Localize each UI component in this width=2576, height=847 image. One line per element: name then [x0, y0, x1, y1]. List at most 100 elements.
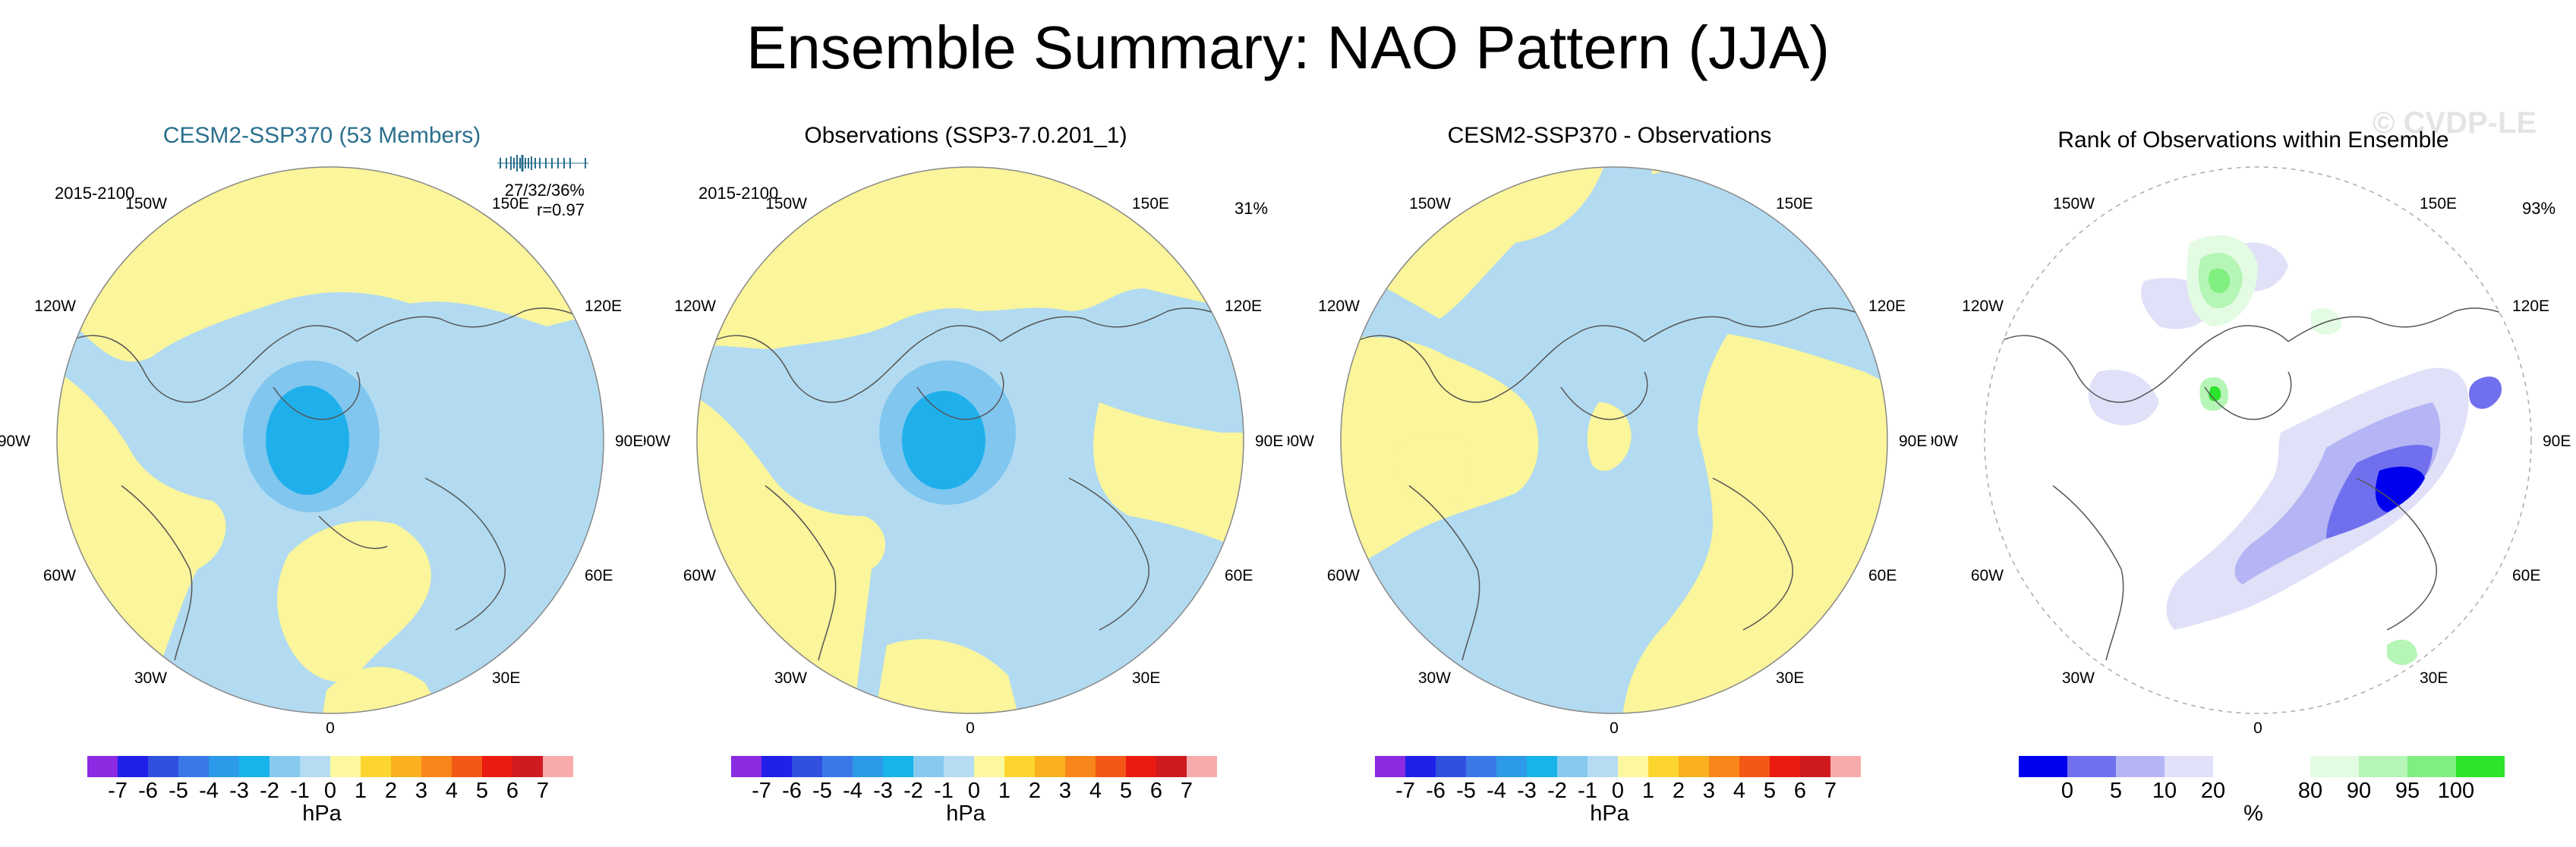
positive-anomaly-region	[319, 666, 456, 713]
colorbar-unit: hPa	[946, 801, 985, 826]
positive-anomaly-region	[697, 167, 1244, 349]
colorbar-unit: hPa	[302, 801, 342, 826]
colorbar-swatch	[2067, 756, 2116, 777]
coastlines	[1355, 307, 1881, 661]
colorbar-swatch	[1126, 756, 1156, 777]
colorbar-swatch	[1156, 756, 1187, 777]
colorbar-swatch	[1709, 756, 1739, 777]
colorbar-ticks: -7 -6 -5 -4 -3 -2 -1 0 1 2 3 4 5 6 7	[731, 779, 1217, 809]
colorbar-tick-label: 90	[2346, 779, 2372, 803]
lon-label-60e: 60E	[585, 567, 613, 584]
colorbar-swatch	[1035, 756, 1065, 777]
colorbar-ticks: -7 -6 -5 -4 -3 -2 -1 0 1 2 3 4 5 6 7	[87, 779, 573, 809]
colorbar-swatch	[452, 756, 482, 777]
lon-label-150e: 150E	[492, 195, 529, 213]
lon-label-120w: 120W	[1318, 298, 1360, 315]
polar-map-rank: 180 0 90W 90E 150W 120W 150E 120E 60W 30…	[1931, 159, 2571, 736]
lon-label-90w: 90W	[1931, 433, 1958, 450]
colorbar-swatch	[1679, 756, 1709, 777]
lon-label-150w: 150W	[2053, 195, 2095, 213]
positive-anomaly-region	[57, 167, 604, 362]
colorbar-tick-label: -2	[260, 779, 279, 803]
colorbar-tick-label: 95	[2395, 779, 2420, 803]
coastlines	[711, 307, 1237, 661]
colorbar-swatch	[1065, 756, 1096, 777]
negative-anomaly-center	[266, 386, 349, 495]
lon-label-150w: 150W	[765, 195, 807, 213]
map-border	[1984, 166, 2532, 714]
colorbar-swatch	[239, 756, 270, 777]
colorbar-tick-label: -2	[1547, 779, 1567, 803]
colorbar-tick-label: -5	[812, 779, 832, 803]
colorbar-tick-label: -2	[903, 779, 923, 803]
colorbar-tick-label: -7	[752, 779, 771, 803]
colorbar-swatch	[543, 756, 573, 777]
colorbar-swatch	[148, 756, 178, 777]
colorbar-ticks: 0 5 10 20 80 90 95 100	[2019, 779, 2505, 809]
colorbar-tick-label: -6	[1426, 779, 1446, 803]
colorbar-tick-label: -3	[1517, 779, 1537, 803]
positive-anomaly-region	[1348, 167, 1606, 319]
lon-label-60w: 60W	[683, 567, 716, 584]
colorbar-swatch	[2310, 756, 2359, 777]
colorbar-ticks: -7 -6 -5 -4 -3 -2 -1 0 1 2 3 4 5 6 7	[1375, 779, 1861, 809]
colorbar-swatch	[1770, 756, 1800, 777]
colorbar-swatch	[1588, 756, 1618, 777]
polar-map-observations: 180 0 90W 90E 150W 120W 150E 120E 60W 30…	[644, 159, 1283, 736]
colorbar-tick-label: -4	[199, 779, 219, 803]
lon-label-60e: 60E	[2512, 567, 2540, 584]
rank-region-95	[2208, 268, 2231, 294]
colorbar-tick-label: 7	[1180, 779, 1193, 803]
lon-label-120e: 120E	[2512, 298, 2549, 315]
colorbar-tick-label: 3	[1058, 779, 1072, 803]
colorbar-swatch	[300, 756, 330, 777]
colorbar-tick-label: -4	[1487, 779, 1506, 803]
colorbar-tick-label: -1	[290, 779, 310, 803]
colorbar-swatch	[1800, 756, 1830, 777]
colorbar-rank	[2019, 756, 2505, 777]
rank-region-90	[2387, 639, 2417, 666]
colorbar-tick-label: -3	[229, 779, 249, 803]
positive-anomaly-region	[277, 521, 431, 682]
lon-label-180: 180	[317, 159, 343, 163]
colorbar-swatch	[944, 756, 974, 777]
colorbar-swatch	[1557, 756, 1588, 777]
colorbar-tick-label: -6	[782, 779, 802, 803]
panel-title: CESM2-SSP370 (53 Members)	[162, 123, 481, 148]
lon-label-120w: 120W	[1962, 298, 2004, 315]
colorbar-tick-label: 6	[506, 779, 519, 803]
lon-label-180: 180	[957, 159, 983, 163]
panel-rank: Rank of Observations within Ensemble 93%	[1931, 114, 2575, 847]
colorbar-swatch	[178, 756, 209, 777]
watermark: © CVDP-LE	[2373, 106, 2537, 140]
colorbar-tick-label: 1	[998, 779, 1011, 803]
polar-map-difference: 180 0 90W 90E 150W 120W 150E 120E 60W 30…	[1288, 159, 1927, 736]
colorbar-tick-label: 5	[2109, 779, 2123, 803]
colorbar-unit: %	[2243, 801, 2263, 826]
percent-value: 31%	[1234, 199, 1269, 218]
lon-label-90e: 90E	[1899, 433, 1927, 450]
colorbar-tick-label: 6	[1149, 779, 1163, 803]
colorbar-tick-label: 10	[2152, 779, 2177, 803]
colorbar-hpa	[1375, 756, 1861, 777]
lon-label-90e: 90E	[1255, 433, 1283, 450]
polar-map-ensemble: 180 0 90W 90E 150W 120W 150E 120E 60W 30…	[0, 159, 643, 736]
lon-label-30e: 30E	[1132, 669, 1160, 687]
panel-observations: Observations (SSP3-7.0.201_1) 2015-2100 …	[644, 114, 1288, 847]
lon-label-120e: 120E	[585, 298, 622, 315]
colorbar-swatch	[87, 756, 118, 777]
colorbar-tick-label: 6	[1793, 779, 1807, 803]
colorbar-tick-label: 3	[1702, 779, 1716, 803]
colorbar-swatch	[731, 756, 761, 777]
lon-label-30e: 30E	[492, 669, 520, 687]
colorbar-swatch	[1496, 756, 1527, 777]
coastlines	[68, 307, 593, 661]
lon-label-90w: 90W	[0, 433, 30, 450]
colorbar-swatch	[2116, 756, 2165, 777]
lon-label-120w: 120W	[34, 298, 76, 315]
lon-label-150e: 150E	[1132, 195, 1169, 213]
colorbar-swatch	[2407, 756, 2456, 777]
percent-value: 93%	[2522, 199, 2556, 218]
lon-label-0: 0	[2253, 719, 2262, 736]
colorbar-swatch	[1618, 756, 1648, 777]
